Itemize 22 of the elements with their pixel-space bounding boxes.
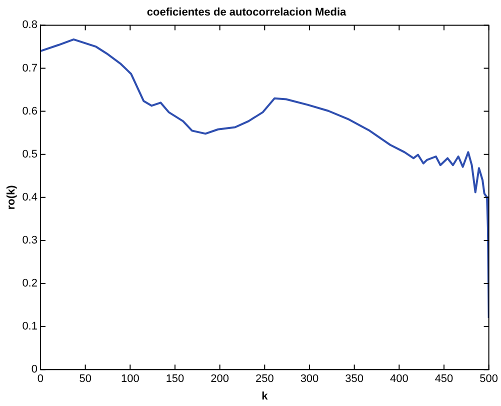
x-tick-label: 250 — [255, 373, 274, 386]
y-tick-label: 0.2 — [22, 278, 38, 290]
x-tick-label: 100 — [120, 373, 140, 386]
y-tick-label: 0.8 — [22, 19, 38, 32]
x-tick-label: 400 — [390, 373, 408, 386]
chart-title: coeficientes de autocorrelacion Media — [146, 6, 348, 19]
x-tick-label: 450 — [434, 373, 454, 386]
y-tick-label: 0.5 — [22, 148, 38, 160]
x-tick-label: 500 — [480, 373, 498, 386]
y-tick-label: 0.1 — [22, 320, 38, 333]
y-axis-title: ro(k) — [6, 184, 18, 210]
x-tick-label: 350 — [345, 373, 364, 386]
x-axis-title: k — [262, 390, 269, 402]
x-tick-label: 300 — [300, 373, 319, 386]
y-tick-label: 0.6 — [22, 105, 38, 118]
y-tick-label: 0.7 — [22, 62, 38, 74]
y-tick-label: 0.4 — [22, 191, 38, 204]
x-tick-label: 150 — [166, 373, 184, 386]
x-tick-label: 200 — [210, 373, 230, 386]
y-tick-label: 0.3 — [22, 234, 38, 246]
x-tick-label: 50 — [79, 373, 92, 386]
y-tick-label: 0 — [31, 364, 38, 376]
